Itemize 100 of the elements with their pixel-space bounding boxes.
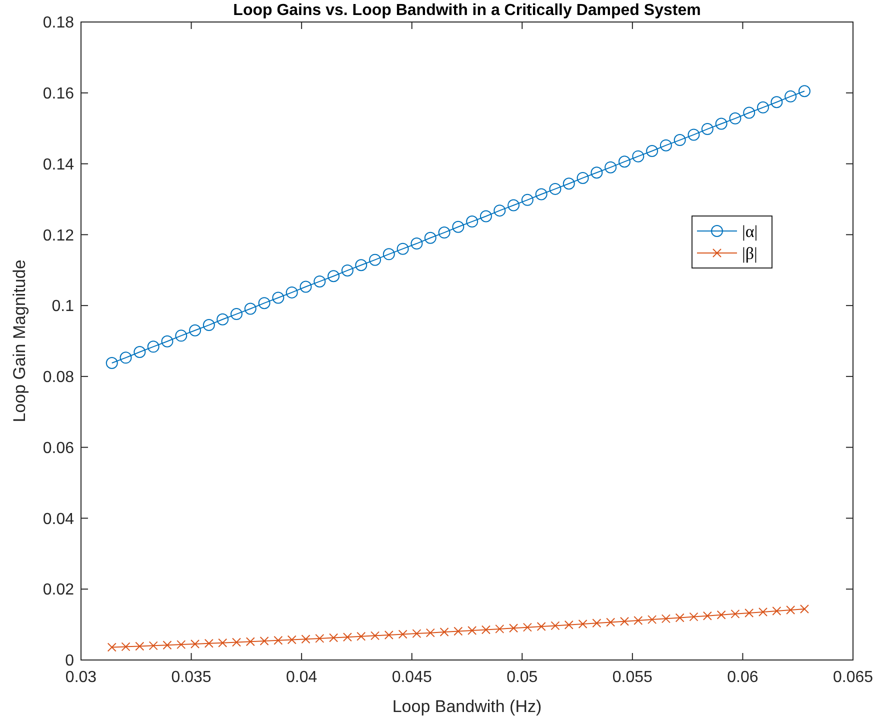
point bbox=[314, 275, 326, 288]
point bbox=[757, 101, 770, 114]
point bbox=[715, 118, 728, 130]
point bbox=[424, 232, 436, 244]
x-tick-label: 0.03 bbox=[65, 669, 97, 686]
point bbox=[218, 638, 228, 648]
y-tick-label: 0.18 bbox=[42, 14, 74, 32]
point bbox=[618, 156, 630, 168]
point bbox=[549, 182, 562, 195]
point bbox=[204, 638, 214, 648]
point bbox=[454, 626, 463, 636]
point bbox=[468, 626, 477, 636]
point bbox=[356, 632, 366, 641]
x-tick-label: 0.04 bbox=[286, 669, 318, 686]
point bbox=[452, 220, 464, 233]
y-tick-label: 0 bbox=[65, 652, 74, 670]
point bbox=[341, 264, 354, 276]
point bbox=[689, 612, 698, 622]
y-tick-label: 0.08 bbox=[42, 369, 74, 386]
point bbox=[729, 112, 742, 124]
point bbox=[564, 620, 574, 630]
y-tick-label: 0.12 bbox=[42, 227, 74, 244]
point bbox=[384, 630, 394, 640]
point bbox=[189, 324, 202, 336]
point bbox=[632, 150, 644, 162]
point bbox=[688, 128, 700, 141]
y-tick-label: 0.16 bbox=[42, 85, 74, 102]
point bbox=[744, 608, 754, 618]
point bbox=[121, 642, 130, 652]
point bbox=[716, 610, 726, 620]
point bbox=[190, 639, 200, 648]
point bbox=[466, 216, 478, 228]
point bbox=[135, 642, 144, 651]
point bbox=[634, 616, 643, 625]
point bbox=[202, 319, 215, 332]
point bbox=[398, 630, 408, 639]
point bbox=[675, 613, 684, 622]
x-tick-label: 0.065 bbox=[832, 669, 874, 686]
point bbox=[592, 618, 602, 628]
point bbox=[232, 638, 242, 647]
y-tick-label: 0.04 bbox=[42, 510, 74, 528]
point bbox=[522, 622, 532, 632]
point bbox=[440, 628, 449, 637]
point bbox=[606, 618, 616, 627]
point bbox=[230, 308, 243, 320]
point bbox=[758, 607, 768, 616]
point bbox=[536, 622, 546, 632]
point bbox=[329, 633, 338, 642]
point bbox=[730, 609, 740, 618]
point bbox=[176, 640, 186, 650]
legend-label: |β| bbox=[742, 244, 758, 263]
point bbox=[800, 604, 809, 614]
point bbox=[562, 178, 575, 190]
point bbox=[620, 616, 629, 626]
point bbox=[701, 123, 714, 136]
x-tick-label: 0.035 bbox=[171, 669, 212, 686]
point bbox=[260, 636, 269, 646]
point bbox=[535, 188, 548, 200]
point bbox=[106, 356, 118, 369]
point bbox=[578, 619, 588, 628]
point bbox=[369, 254, 382, 266]
x-tick-label: 0.06 bbox=[727, 669, 758, 686]
point bbox=[590, 166, 603, 179]
point bbox=[481, 625, 490, 634]
point bbox=[301, 634, 310, 644]
point bbox=[550, 621, 560, 630]
point bbox=[258, 297, 270, 310]
point bbox=[438, 226, 450, 239]
point bbox=[521, 194, 534, 206]
point bbox=[287, 635, 296, 644]
point bbox=[509, 624, 518, 633]
point bbox=[216, 313, 229, 326]
point bbox=[660, 139, 672, 152]
y-tick-label: 0.06 bbox=[42, 440, 74, 457]
chart-title: Loop Gains vs. Loop Bandwith in a Critically Damped System bbox=[233, 2, 701, 19]
point bbox=[494, 204, 506, 217]
point bbox=[702, 611, 712, 620]
point bbox=[646, 145, 658, 158]
point bbox=[772, 606, 782, 616]
point bbox=[120, 352, 132, 364]
point bbox=[426, 628, 435, 638]
point bbox=[107, 642, 116, 652]
y-tick-label: 0.1 bbox=[52, 298, 74, 316]
x-axis-title: Loop Bandwith (Hz) bbox=[392, 697, 542, 716]
point bbox=[770, 96, 783, 108]
point bbox=[604, 161, 617, 174]
point bbox=[315, 634, 324, 643]
point bbox=[246, 637, 255, 646]
point bbox=[382, 248, 395, 260]
point bbox=[342, 632, 352, 642]
point bbox=[161, 335, 174, 348]
point bbox=[162, 640, 172, 650]
point bbox=[286, 286, 298, 298]
point bbox=[272, 292, 284, 304]
x-tick-label: 0.055 bbox=[612, 669, 653, 686]
legend-label: |α| bbox=[742, 222, 758, 241]
point bbox=[674, 134, 686, 146]
point bbox=[328, 270, 340, 282]
point bbox=[412, 629, 422, 638]
point bbox=[743, 106, 756, 119]
